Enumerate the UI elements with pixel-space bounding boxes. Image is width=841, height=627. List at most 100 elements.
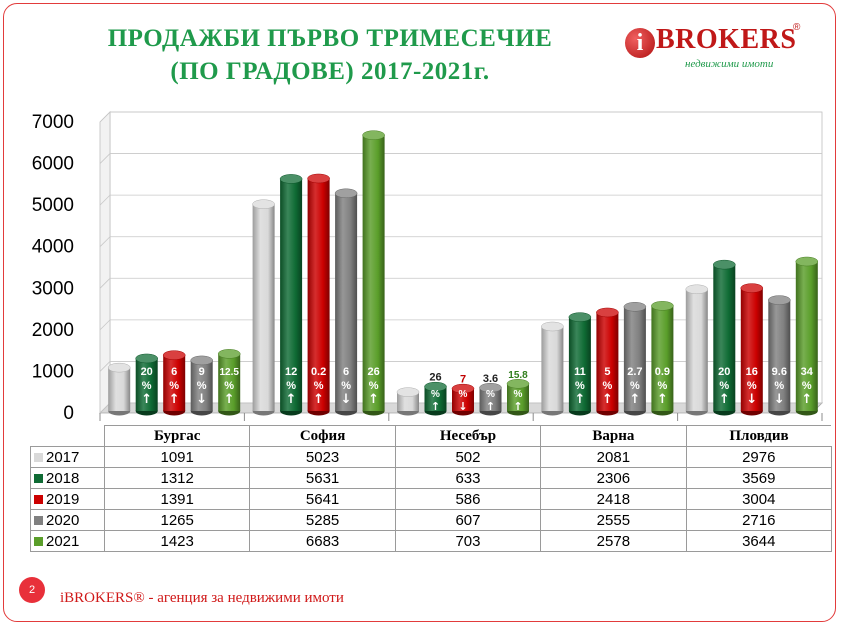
legend-label: 2019 [46, 490, 80, 508]
bar-body [280, 178, 303, 411]
table-cell: 5631 [249, 467, 396, 489]
bar-top [713, 259, 736, 270]
y-tick-label: 4000 [32, 237, 74, 258]
bar-body [568, 317, 591, 411]
bar-pct-label: 20 [141, 366, 153, 378]
bar-pct-unit: % [314, 380, 324, 392]
bar [451, 383, 475, 416]
bar-pct-unit: % [224, 380, 234, 392]
arrow-up-icon: ↑ [169, 392, 180, 407]
bar-pct-unit: % [142, 380, 152, 392]
bar-body [108, 367, 131, 411]
arrow-up-icon: ↑ [801, 392, 812, 407]
category-label: Несебър [394, 425, 541, 447]
bar-body [452, 388, 474, 411]
arrow-up-icon: ↑ [431, 400, 440, 413]
bar [623, 302, 647, 416]
bar-body [596, 312, 619, 411]
bar-body [479, 387, 502, 411]
table-cell: 633 [394, 467, 542, 489]
slide-frame [3, 3, 836, 622]
bar-body [651, 305, 674, 411]
bar-body [397, 392, 419, 411]
bar [252, 199, 275, 416]
logo-wordmark: BROKERS [656, 24, 797, 55]
table-cell: 5023 [249, 446, 396, 468]
bar-top [506, 379, 530, 389]
bar-top [135, 353, 158, 364]
bar-pct-unit: % [431, 389, 440, 400]
table-row: 2021 1423 6683 703 2578 3644 [30, 530, 832, 552]
arrow-up-icon: ↑ [602, 392, 613, 407]
bar-top [479, 383, 502, 393]
arrow-up-icon: ↑ [574, 392, 585, 407]
y-tick-label: 5000 [32, 195, 74, 216]
bar-top [568, 312, 592, 322]
bar [596, 307, 619, 416]
bar [362, 130, 385, 416]
footer-text: iBROKERS® - агенция за недвижими имоти [60, 590, 344, 606]
bar-pct-label: 15.8 [508, 370, 528, 381]
bar-top [541, 321, 564, 332]
bar-body [218, 353, 241, 411]
table-cell: 2555 [540, 509, 687, 531]
table-cell: 2418 [540, 488, 687, 510]
table-cell: 703 [394, 530, 542, 552]
gridline [99, 277, 822, 289]
arrow-up-icon: ↑ [629, 392, 640, 407]
bar [685, 284, 709, 416]
bar [135, 353, 158, 416]
table-cell: 6683 [249, 530, 396, 552]
bar-pct-label: 5 [604, 366, 610, 378]
table-cell: 1265 [103, 509, 251, 531]
bar-body [623, 306, 646, 411]
table-header-row: Бургас София Несебър Варна Пловдив [31, 425, 832, 447]
bar-top [307, 173, 330, 184]
bar [713, 259, 736, 416]
bar-pct-unit: % [802, 380, 812, 392]
legend-label: 2020 [46, 511, 80, 529]
table-row: 2020 1265 5285 607 2555 2716 [30, 509, 832, 531]
arrow-down-icon: ↓ [746, 392, 757, 407]
bar-pct-unit: % [603, 380, 613, 392]
bar [768, 295, 791, 416]
bar-body [713, 264, 736, 411]
bar-top [685, 284, 709, 295]
y-tick-label: 0 [63, 403, 74, 424]
category-label: София [249, 425, 396, 447]
bar-body [768, 300, 791, 411]
bar-pct-unit: % [514, 389, 523, 400]
bar [396, 387, 420, 416]
arrow-up-icon: ↑ [286, 392, 297, 407]
bar [307, 173, 330, 416]
bar-pct-unit: % [774, 380, 784, 392]
bar-pct-unit: % [286, 380, 296, 392]
gridline [99, 111, 822, 123]
bar-top [362, 130, 385, 140]
bar [162, 350, 186, 416]
logo-registered-mark: ® [793, 22, 801, 33]
gridline [99, 236, 822, 247]
arrow-up-icon: ↑ [657, 392, 668, 407]
y-tick-label: 3000 [32, 278, 74, 299]
bar [279, 174, 303, 416]
bar-pct-label: 7 [460, 374, 466, 386]
table-cell: 2578 [540, 530, 687, 552]
table-cell: 3644 [685, 530, 832, 552]
legend-cell: 2021 [30, 530, 105, 552]
bar [190, 355, 213, 416]
legend-cell: 2018 [30, 467, 105, 489]
bar-pct-label: 6 [343, 366, 349, 378]
bar-top [451, 383, 475, 394]
arrow-up-icon: ↑ [719, 392, 730, 407]
bar-body [424, 386, 447, 411]
table-cell: 3004 [685, 488, 832, 510]
bar-body [135, 358, 158, 411]
arrow-down-icon: ↓ [774, 392, 785, 407]
bar-body [335, 193, 358, 411]
bar [334, 188, 358, 416]
bar-pct-label: 26 [367, 366, 379, 378]
legend-label: 2021 [46, 532, 80, 550]
gridline [99, 194, 822, 206]
bar [424, 381, 447, 416]
